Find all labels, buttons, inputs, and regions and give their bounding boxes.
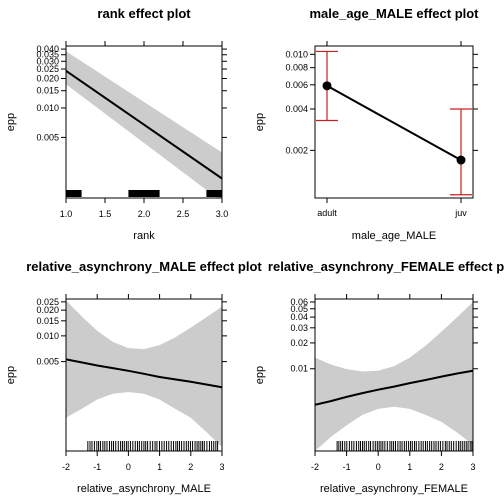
- effect-line: [326, 84, 462, 161]
- effect-panel-2: adult juv 0.002 0.004 0.006 0.008 0.010 male_ag…: [254, 6, 479, 242]
- confidence-band: [66, 51, 222, 198]
- x-axis-label: male_age_MALE: [352, 230, 436, 242]
- x-tick-label: 2: [439, 462, 444, 472]
- y-axis-label: epp: [5, 366, 17, 384]
- x-tick-label: 3: [470, 462, 475, 472]
- x-tick-label: -2: [311, 462, 319, 472]
- y-tick-label: 0.006: [285, 80, 308, 90]
- y-tick-label: 0.020: [36, 74, 59, 84]
- panel-title: rank effect plot: [97, 6, 191, 21]
- point-estimate: [456, 155, 466, 165]
- y-axis-label: epp: [254, 113, 266, 131]
- rug-block: [206, 190, 222, 197]
- effect-panel-1: 1.0 1.5 2.0 2.5 3.0 0.005 0.010 0.015 0.0200.025…: [5, 6, 228, 242]
- x-axis-label: relative_asynchrony_MALE: [77, 483, 211, 495]
- panel-title: male_age_MALE effect plot: [309, 6, 479, 21]
- confidence-band: [315, 302, 473, 451]
- y-tick-label: 0.06: [290, 297, 308, 307]
- y-tick-label: 0.03: [290, 323, 308, 333]
- x-tick-label: 1.0: [60, 209, 73, 219]
- y-tick-label: 0.02: [290, 338, 308, 348]
- y-tick-label: 0.005: [36, 132, 59, 142]
- fitted-line: [66, 358, 222, 389]
- x-tick-label: -1: [343, 462, 351, 472]
- y-axis-label: epp: [254, 366, 266, 384]
- fitted-line: [315, 369, 473, 406]
- y-tick-label: 0.008: [285, 63, 308, 73]
- y-tick-label: 0.005: [36, 357, 59, 367]
- plot-frame: [65, 298, 223, 452]
- x-tick-label: 3.0: [216, 209, 229, 219]
- y-tick-label: 0.035: [36, 50, 59, 60]
- x-tick-label: 0: [126, 462, 131, 472]
- rug-block: [128, 190, 160, 197]
- x-tick-label: 2: [188, 462, 193, 472]
- x-tick-label: 1: [157, 462, 162, 472]
- x-tick-label: 0: [376, 462, 381, 472]
- x-tick-label: 3: [219, 462, 224, 472]
- x-tick-label: adult: [317, 208, 337, 218]
- y-tick-label: 0.04: [290, 312, 308, 322]
- plot-area: [66, 300, 222, 451]
- plot-area: [66, 51, 222, 198]
- y-tick-label: 0.002: [285, 145, 308, 155]
- x-tick-label: -2: [62, 462, 70, 472]
- plot-frame: [314, 45, 474, 199]
- y-tick-label: 0.05: [290, 304, 308, 314]
- effect-panel-4: -2 -1 0 1 2 3 0.01 0.02 0.030.040.050.06 relative…: [254, 259, 504, 495]
- y-tick-label: 0.020: [36, 305, 59, 315]
- x-tick-label: 1: [407, 462, 412, 472]
- rug-block: [66, 190, 82, 197]
- panel-title: relative_asynchrony_MALE effect plot: [26, 259, 262, 274]
- y-tick-label: 0.040: [36, 44, 59, 54]
- y-tick-label: 0.025: [36, 297, 59, 307]
- x-axis-label: relative_asynchrony_FEMALE: [320, 483, 468, 495]
- y-tick-label: 0.010: [36, 103, 59, 113]
- x-tick-label: 2.0: [138, 209, 151, 219]
- y-tick-label: 0.010: [285, 49, 308, 59]
- y-tick-label: 0.010: [36, 331, 59, 341]
- x-tick-label: 1.5: [99, 209, 112, 219]
- x-tick-label: juv: [454, 208, 467, 218]
- fitted-line: [66, 69, 222, 180]
- point-estimate: [322, 81, 332, 91]
- y-tick-label: 0.030: [36, 56, 59, 66]
- y-tick-label: 0.015: [36, 86, 59, 96]
- y-axis-label: epp: [5, 113, 17, 131]
- y-tick-label: 0.015: [36, 316, 59, 326]
- plot-area: [315, 302, 473, 451]
- x-axis-label: rank: [133, 230, 155, 242]
- y-tick-label: 0.004: [285, 104, 308, 114]
- plot-frame: [314, 298, 474, 452]
- y-tick-label: 0.01: [290, 364, 308, 374]
- x-tick-label: 2.5: [177, 209, 190, 219]
- x-tick-label: -1: [93, 462, 101, 472]
- panel-title: relative_asynchrony_FEMALE effect plot: [268, 259, 504, 274]
- y-tick-label: 0.025: [36, 64, 59, 74]
